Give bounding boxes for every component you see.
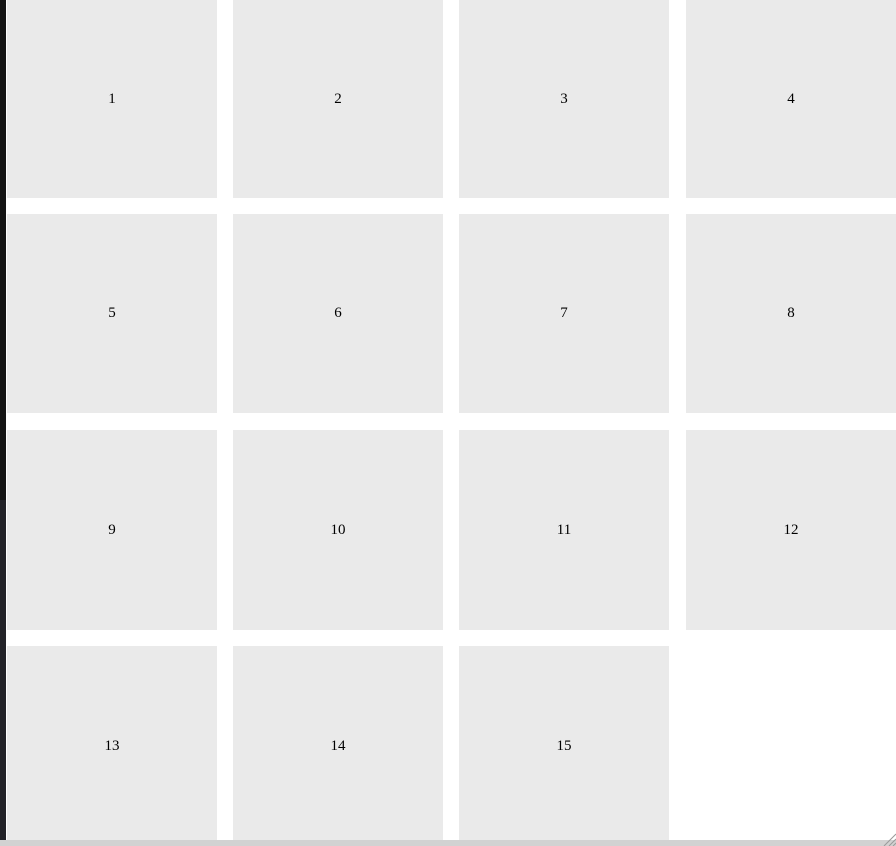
- grid-tile-2: 2: [233, 0, 443, 198]
- grid-tile-4: 4: [686, 0, 896, 198]
- grid-tile-14: 14: [233, 646, 443, 840]
- window-left-edge: [0, 0, 6, 846]
- horizontal-scrollbar[interactable]: [0, 840, 896, 846]
- tile-label: 6: [334, 305, 342, 321]
- grid-tile-6: 6: [233, 214, 443, 413]
- grid-tile-13: 13: [7, 646, 217, 840]
- tile-label: 8: [787, 305, 795, 321]
- tile-label: 1: [108, 90, 116, 107]
- tile-label: 14: [330, 737, 346, 754]
- grid-tile-15: 15: [459, 646, 669, 840]
- grid-tile-10: 10: [233, 430, 443, 630]
- grid-tile-5: 5: [7, 214, 217, 413]
- resize-grip-icon[interactable]: [880, 830, 896, 846]
- tile-label: 4: [787, 90, 795, 107]
- tile-label: 2: [334, 90, 342, 107]
- tile-label: 7: [560, 305, 568, 321]
- tile-label: 9: [108, 521, 116, 538]
- tile-label: 12: [783, 521, 799, 538]
- tile-label: 13: [104, 737, 120, 754]
- tile-label: 11: [556, 521, 572, 538]
- grid-tile-3: 3: [459, 0, 669, 198]
- tile-grid: 1 2 3 4 5 6 7 8 9 10 11 12 13 14 15: [7, 0, 896, 840]
- grid-tile-12: 12: [686, 430, 896, 630]
- tile-label: 5: [108, 305, 116, 321]
- grid-tile-9: 9: [7, 430, 217, 630]
- tile-label: 3: [560, 90, 568, 107]
- grid-tile-7: 7: [459, 214, 669, 413]
- grid-tile-8: 8: [686, 214, 896, 413]
- grid-tile-1: 1: [7, 0, 217, 198]
- tile-label: 10: [330, 521, 346, 538]
- tile-label: 15: [556, 737, 572, 754]
- grid-tile-11: 11: [459, 430, 669, 630]
